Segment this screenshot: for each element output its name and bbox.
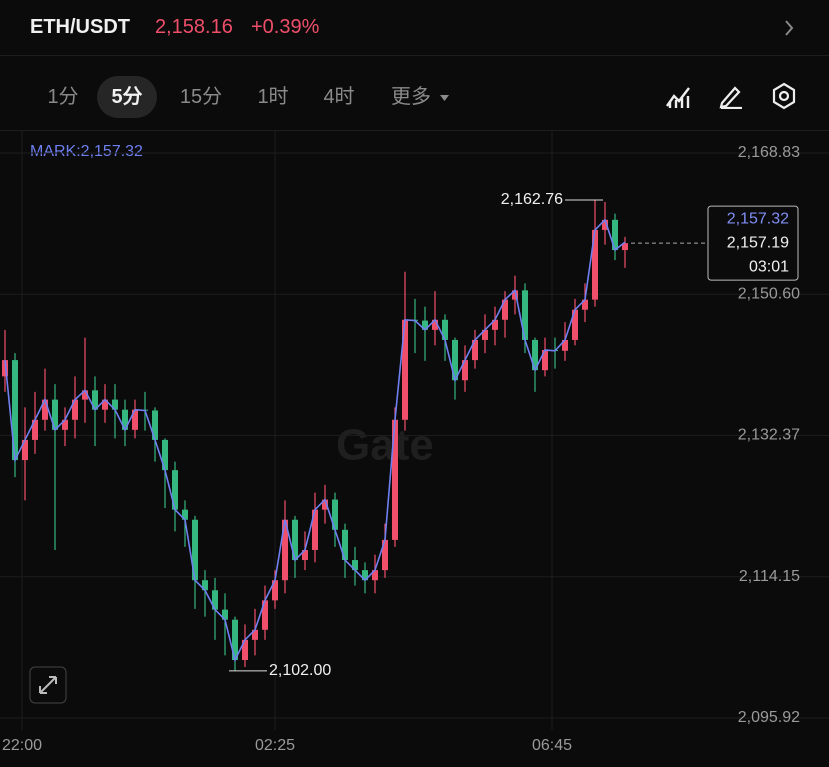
candle-body: [522, 290, 528, 340]
candle-body: [92, 390, 98, 410]
last-price: 2,157.19: [727, 234, 789, 251]
candle-body: [232, 619, 238, 661]
candle-body: [12, 360, 18, 461]
candle-body: [162, 439, 168, 471]
candle-body: [282, 519, 288, 581]
tab[interactable]: 1时: [257, 86, 289, 108]
x-tick-label: 02:25: [255, 737, 295, 754]
candle-body: [502, 299, 508, 320]
watermark: Gate: [336, 421, 434, 470]
expand-icon: [39, 676, 57, 694]
candle-body: [372, 570, 378, 581]
countdown: 03:01: [749, 258, 789, 275]
candle-body: [72, 399, 78, 420]
tab[interactable]: 4时: [323, 86, 355, 108]
candle-body: [312, 509, 318, 550]
candle-body: [302, 549, 308, 561]
candle-body: [152, 410, 158, 440]
candle-body: [432, 319, 438, 330]
candle-body: [32, 419, 38, 440]
candle-body: [202, 580, 208, 591]
candle-body: [192, 519, 198, 581]
y-tick-label: 2,132.37: [738, 427, 800, 444]
candle-body: [402, 319, 408, 420]
candle-body: [42, 399, 48, 420]
candle-body: [132, 409, 138, 430]
candle-body: [532, 339, 538, 371]
candle-body: [582, 299, 588, 310]
candle-body: [622, 243, 628, 251]
candle-body: [562, 339, 568, 351]
candle-body: [602, 219, 608, 230]
candle-body: [472, 339, 478, 361]
high-label: 2,162.76: [501, 191, 563, 208]
header: ETH/USDT 2,158.16 +0.39%: [0, 0, 829, 56]
candle-body: [52, 399, 58, 430]
tab[interactable]: 1分: [47, 86, 79, 108]
candle-body: [222, 609, 228, 620]
candle-body: [362, 570, 368, 581]
candle-body: [212, 590, 218, 610]
chevron[interactable]: [782, 18, 796, 38]
candle-body: [122, 409, 128, 430]
candle-body: [572, 309, 578, 340]
interval-tabs: 1分 5分 15分 1时 4时 更多: [0, 56, 829, 131]
tab[interactable]: 更多: [391, 86, 431, 108]
dropdown-arrow: [440, 95, 449, 101]
candle-body: [512, 290, 518, 300]
candle-body: [252, 629, 258, 640]
candle-body: [352, 560, 358, 571]
candle-body: [242, 639, 248, 661]
y-tick-label: 2,095.92: [738, 709, 800, 726]
candle-body: [392, 419, 398, 540]
candle-body: [452, 339, 458, 381]
draw-icon[interactable]: [718, 83, 744, 109]
candle-body: [292, 519, 298, 561]
change: +0.39%: [251, 16, 320, 38]
mark-price: 2,157.32: [727, 210, 789, 227]
candle-body: [482, 329, 488, 340]
candle-body: [592, 229, 598, 300]
indicator-icon[interactable]: [665, 84, 691, 110]
y-tick-label: 2,150.60: [738, 285, 800, 302]
x-tick-label: 06:45: [532, 737, 572, 754]
price: 2,158.16: [155, 16, 233, 38]
candle-body: [2, 360, 8, 377]
settings-icon[interactable]: [771, 82, 797, 110]
candle-body: [112, 399, 118, 410]
tab[interactable]: 15分: [179, 86, 223, 108]
pair[interactable]: ETH/USDT: [30, 16, 130, 38]
low-label: 2,102.00: [269, 662, 331, 679]
candle-body: [342, 529, 348, 561]
candle-body: [172, 470, 178, 510]
y-tick-label: 2,114.15: [739, 568, 800, 585]
candle-body: [332, 499, 338, 530]
price-box: [707, 205, 799, 281]
candle-body: [422, 320, 428, 330]
x-tick-label: 22:00: [2, 737, 42, 754]
candle-body: [492, 319, 498, 330]
candle-body: [462, 360, 468, 381]
candle-body: [82, 390, 88, 400]
candle-body: [182, 509, 188, 520]
mark-label: MARK:2,157.32: [30, 143, 143, 160]
candle-body: [62, 419, 68, 430]
candle-body: [382, 539, 388, 571]
candle-body: [542, 350, 548, 371]
candle-body: [22, 439, 28, 461]
candle-body: [322, 499, 328, 510]
y-tick-label: 2,168.83: [738, 144, 800, 161]
candle-body: [272, 580, 278, 601]
candle-body: [262, 600, 268, 630]
tab[interactable]: 5分: [97, 76, 157, 118]
candle-body: [102, 399, 108, 410]
expand-button[interactable]: [29, 666, 67, 704]
candle-body: [442, 319, 448, 340]
candle-body: [612, 219, 618, 251]
mark-line: [4, 218, 626, 663]
